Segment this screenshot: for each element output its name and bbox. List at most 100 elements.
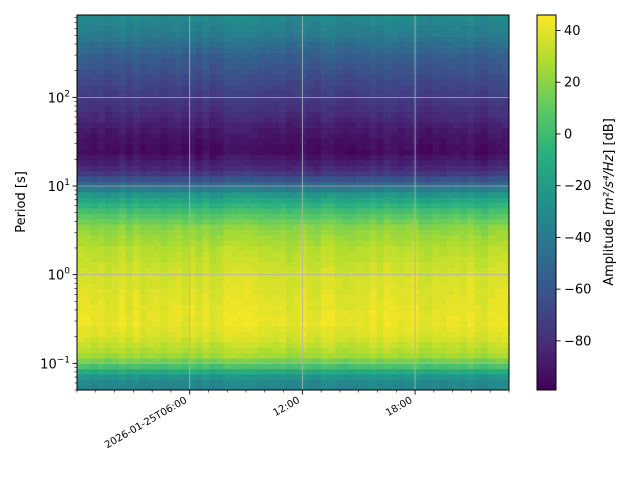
heatmap-cell — [299, 154, 308, 161]
heatmap-cell — [495, 127, 503, 134]
heatmap-cell — [118, 336, 127, 343]
heatmap-cell — [446, 52, 454, 59]
heatmap-cell — [216, 331, 224, 338]
heatmap-cell — [299, 240, 308, 246]
heatmap-cell — [320, 293, 329, 300]
heatmap-cell — [244, 261, 252, 268]
heatmap-cell — [153, 116, 162, 123]
heatmap-cell — [488, 84, 496, 91]
heatmap-cell — [362, 170, 371, 177]
heatmap-cell — [327, 261, 336, 268]
heatmap-cell — [341, 309, 350, 316]
heatmap-cell — [369, 197, 378, 204]
heatmap-cell — [237, 79, 245, 86]
heatmap-cell — [327, 36, 336, 43]
heatmap-cell — [425, 245, 433, 252]
heatmap-cell — [334, 234, 343, 241]
heatmap-cell — [244, 384, 252, 390]
heatmap-cell — [104, 47, 113, 54]
heatmap-cell — [125, 100, 134, 107]
heatmap-cell — [272, 272, 280, 279]
heatmap-cell — [495, 223, 503, 230]
heatmap-cell — [132, 202, 141, 209]
heatmap-cell — [293, 347, 301, 354]
heatmap-cell — [502, 197, 509, 204]
heatmap-cell — [90, 379, 99, 386]
heatmap-cell — [446, 240, 454, 246]
heatmap-cell — [348, 325, 357, 332]
heatmap-cell — [376, 213, 385, 220]
heatmap-cell — [369, 100, 378, 107]
heatmap-cell — [202, 347, 210, 354]
heatmap-cell — [258, 304, 266, 311]
heatmap-cell — [181, 352, 190, 359]
heatmap-cell — [502, 52, 509, 59]
heatmap-cell — [460, 111, 468, 118]
heatmap-cell — [118, 15, 127, 21]
heatmap-cell — [160, 315, 169, 321]
heatmap-cell — [111, 282, 120, 289]
heatmap-cell — [97, 68, 106, 75]
heatmap-cell — [90, 122, 99, 129]
heatmap-cell — [237, 197, 245, 204]
heatmap-cell — [293, 320, 301, 327]
heatmap-cell — [488, 122, 496, 129]
heatmap-cell — [251, 165, 259, 171]
heatmap-cell — [502, 116, 509, 123]
heatmap-cell — [244, 213, 252, 220]
heatmap-cell — [139, 379, 148, 386]
heatmap-cell — [237, 240, 245, 246]
heatmap-cell — [474, 15, 482, 21]
heatmap-cell — [474, 277, 482, 284]
heatmap-cell — [209, 41, 217, 48]
heatmap-cell — [334, 336, 343, 343]
heatmap-cell — [146, 320, 155, 327]
heatmap-cell — [502, 68, 509, 75]
heatmap-cell — [139, 95, 148, 102]
heatmap-cell — [118, 384, 127, 390]
heatmap-cell — [348, 106, 357, 113]
heatmap-cell — [167, 63, 176, 70]
y-tick-exponent: 1 — [64, 178, 70, 188]
heatmap-cell — [397, 138, 406, 145]
heatmap-cell — [481, 138, 489, 145]
heatmap-cell — [195, 368, 204, 375]
heatmap-cell — [383, 79, 392, 86]
heatmap-cell — [293, 218, 301, 225]
heatmap-cell — [446, 138, 454, 145]
heatmap-cell — [376, 52, 385, 59]
heatmap-cell — [83, 175, 92, 182]
heatmap-cell — [279, 293, 287, 300]
heatmap-cell — [397, 256, 406, 263]
heatmap-cell — [223, 315, 231, 321]
heatmap-cell — [481, 256, 489, 263]
heatmap-cell — [202, 277, 210, 284]
heatmap-cell — [383, 159, 392, 166]
heatmap-cell — [216, 325, 224, 332]
heatmap-cell — [432, 250, 440, 257]
heatmap-cell — [474, 47, 482, 54]
heatmap-cell — [460, 127, 468, 134]
heatmap-cell — [251, 272, 259, 279]
heatmap-cell — [432, 341, 440, 348]
heatmap-cell — [341, 148, 350, 155]
heatmap-cell — [293, 25, 301, 32]
heatmap-cell — [299, 272, 308, 279]
heatmap-cell — [376, 143, 385, 150]
heatmap-cell — [237, 100, 245, 107]
heatmap-cell — [202, 234, 210, 241]
heatmap-cell — [362, 47, 371, 54]
heatmap-cell — [139, 52, 148, 59]
heatmap-cell — [467, 73, 475, 80]
heatmap-cell — [223, 84, 231, 91]
heatmap-cell — [320, 73, 329, 80]
heatmap-cell — [125, 73, 134, 80]
heatmap-cell — [111, 202, 120, 209]
heatmap-cell — [369, 245, 378, 252]
heatmap-cell — [237, 73, 245, 80]
heatmap-cell — [181, 272, 190, 279]
heatmap-cell — [348, 223, 357, 230]
heatmap-cell — [376, 31, 385, 38]
heatmap-cell — [237, 47, 245, 54]
heatmap-cell — [188, 143, 197, 150]
